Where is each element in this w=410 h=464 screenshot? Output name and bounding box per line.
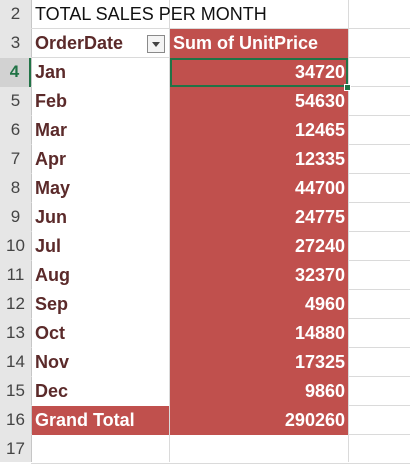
grand-total-value[interactable]: 290260: [170, 406, 348, 435]
month-cell[interactable]: Jan: [32, 58, 169, 87]
row-number[interactable]: 17: [6, 439, 25, 458]
month-cell[interactable]: May: [32, 174, 169, 203]
row-number[interactable]: 14: [6, 352, 25, 371]
row-number[interactable]: 11: [6, 265, 25, 284]
row-header-label: OrderDate: [35, 33, 124, 53]
row-number[interactable]: 5: [10, 91, 21, 110]
month-cell[interactable]: Aug: [32, 261, 169, 290]
pivot-value-header[interactable]: Sum of UnitPrice: [170, 29, 348, 58]
row-number[interactable]: 15: [6, 381, 25, 400]
value-cell[interactable]: 9860: [170, 377, 348, 406]
month-cell[interactable]: Dec: [32, 377, 169, 406]
value-cell[interactable]: 32370: [170, 261, 348, 290]
value-cell[interactable]: 14880: [170, 319, 348, 348]
value-cell[interactable]: 4960: [170, 290, 348, 319]
month-cell[interactable]: Jul: [32, 232, 169, 261]
row-number[interactable]: 13: [6, 323, 25, 342]
row-number[interactable]: 10: [6, 236, 25, 255]
value-cell[interactable]: 54630: [170, 87, 348, 116]
value-cell[interactable]: 12465: [170, 116, 348, 145]
value-cell[interactable]: 12335: [170, 145, 348, 174]
grid-line: [31, 28, 410, 29]
month-cell[interactable]: Mar: [32, 116, 169, 145]
month-cell[interactable]: Apr: [32, 145, 169, 174]
value-cell[interactable]: 17325: [170, 348, 348, 377]
value-cell[interactable]: 44700: [170, 174, 348, 203]
month-cell[interactable]: Oct: [32, 319, 169, 348]
value-cell[interactable]: 27240: [170, 232, 348, 261]
row-number[interactable]: 2: [10, 4, 21, 23]
dropdown-arrow-icon[interactable]: [147, 35, 165, 53]
row-number[interactable]: 6: [10, 120, 21, 139]
month-cell[interactable]: Feb: [32, 87, 169, 116]
grand-total-label[interactable]: Grand Total: [32, 406, 169, 435]
value-cell[interactable]: 34720: [170, 58, 348, 87]
row-number[interactable]: 9: [10, 207, 21, 226]
row-number[interactable]: 8: [10, 178, 21, 197]
report-title[interactable]: TOTAL SALES PER MONTH: [35, 4, 267, 24]
month-cell[interactable]: Jun: [32, 203, 169, 232]
grid-line: [348, 0, 349, 462]
fill-handle[interactable]: [344, 84, 351, 91]
row-number[interactable]: 7: [10, 149, 21, 168]
row-number[interactable]: 12: [6, 294, 25, 313]
month-cell[interactable]: Sep: [32, 290, 169, 319]
row-number[interactable]: 4: [0, 58, 31, 87]
month-cell[interactable]: Nov: [32, 348, 169, 377]
pivot-row-header[interactable]: OrderDate: [32, 29, 169, 58]
grid-line: [169, 0, 170, 462]
value-cell[interactable]: 24775: [170, 203, 348, 232]
row-number[interactable]: 3: [10, 33, 21, 52]
row-number[interactable]: 16: [6, 410, 25, 429]
